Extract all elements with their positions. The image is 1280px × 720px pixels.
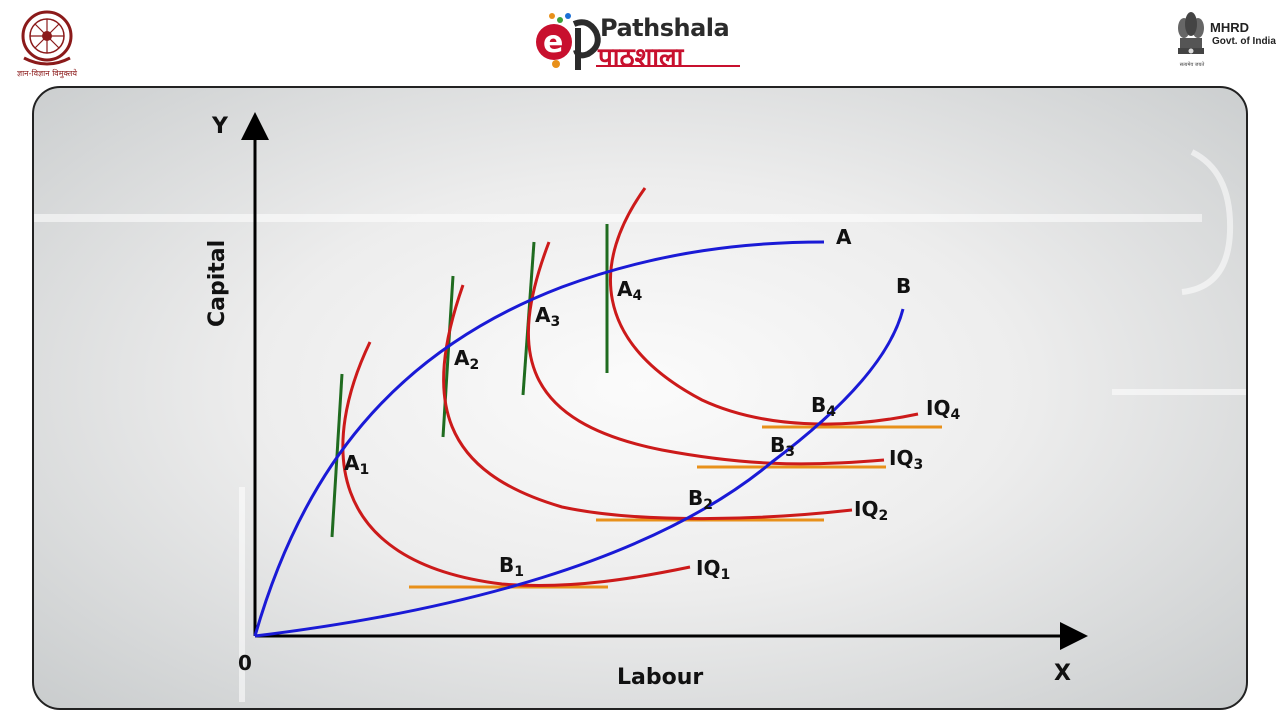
point-b3-label: B3 <box>770 433 795 460</box>
isoquants <box>341 187 919 587</box>
expansion-paths <box>253 240 905 638</box>
mhrd-subtitle: Govt. of India <box>1212 36 1276 47</box>
x-axis-letter: X <box>1054 661 1071 686</box>
expansion-path-a <box>253 240 825 637</box>
origin-label: 0 <box>238 651 252 675</box>
diagram-panel: Y X 0 Capital Labour A B A1 A2 A3 A4 B1 … <box>32 86 1248 710</box>
epg-title-english: Pathshala <box>600 14 730 42</box>
point-a1-label: A1 <box>344 451 369 478</box>
point-b4-label: B4 <box>811 393 836 420</box>
svg-text:e: e <box>543 25 563 60</box>
isoquant-iq2-label: IQ2 <box>854 497 888 524</box>
x-axis-arrow <box>1060 622 1088 650</box>
isoquant-iq3-label: IQ3 <box>889 446 923 473</box>
point-b2-label: B2 <box>688 486 713 513</box>
epg-pathshala-logo: e <box>536 13 740 70</box>
ugc-logo <box>21 10 73 66</box>
point-b1-label: B1 <box>499 553 524 580</box>
isocost-lines-steep <box>330 224 609 538</box>
expansion-path-diagram: Y X 0 Capital Labour A B A1 A2 A3 A4 B1 … <box>34 112 1246 702</box>
header: ज्ञान-विज्ञान विमुक्तये e Pathshala पाठश… <box>0 0 1280 84</box>
epg-title-hindi: पाठशाला <box>598 43 684 73</box>
isoquant-iq4-label: IQ4 <box>926 396 960 423</box>
y-axis-arrow <box>241 112 269 140</box>
isoquant-iq2 <box>442 284 853 521</box>
mhrd-title: MHRD <box>1210 20 1249 35</box>
isoquant-iq3 <box>526 241 885 466</box>
background-decoration <box>34 149 1246 702</box>
expansion-path-b <box>254 308 905 638</box>
isoquant-iq1-label: IQ1 <box>696 556 730 583</box>
x-axis-title: Labour <box>617 665 703 690</box>
national-emblem-icon <box>1178 12 1204 54</box>
expansion-path-b-label: B <box>896 274 911 298</box>
point-a4-label: A4 <box>617 277 642 304</box>
isoquant-iq1 <box>341 341 691 587</box>
point-a3-label: A3 <box>535 303 560 330</box>
y-axis-letter: Y <box>211 114 229 139</box>
point-a2-label: A2 <box>454 346 479 373</box>
ugc-tagline: ज्ञान-विज्ञान विमुक्तये <box>16 69 78 78</box>
isoquant-iq4 <box>609 187 919 426</box>
y-axis-title: Capital <box>205 240 230 327</box>
mhrd-motto: सत्यमेव जयते <box>1179 62 1205 68</box>
expansion-path-a-label: A <box>836 225 852 249</box>
isocost-line-a2 <box>441 275 455 438</box>
axes <box>241 112 1088 650</box>
